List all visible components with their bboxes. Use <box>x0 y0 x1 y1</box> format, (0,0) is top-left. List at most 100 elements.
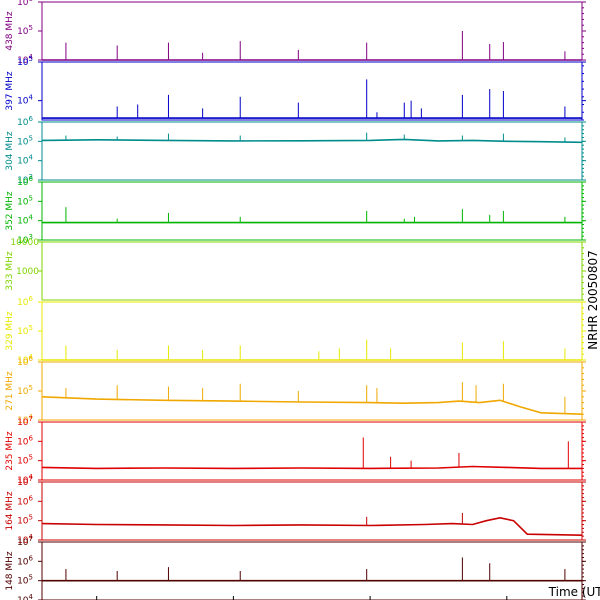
y-tick-exp: 5 <box>29 134 33 142</box>
y-tick-label: 104 <box>17 53 33 66</box>
y-tick-exp: 4 <box>29 353 34 361</box>
y-tick-base: 10 <box>17 97 29 107</box>
x-axis: 09111315 <box>96 596 508 600</box>
panel-frame <box>41 61 583 121</box>
y-tick-label: 106 <box>17 434 33 447</box>
y-tick-label: 107 <box>17 535 33 548</box>
frequency-label: 438 MHz <box>5 11 15 51</box>
panel-frame <box>41 1 583 61</box>
y-tick-base: 10 <box>17 416 29 426</box>
y-tick-exp: 5 <box>29 384 33 392</box>
y-tick-exp: 4 <box>29 94 34 102</box>
y-tick-label: 106 <box>17 115 33 128</box>
y-tick-exp: 7 <box>29 535 33 543</box>
y-tick-label: 105 <box>17 55 33 68</box>
y-tick-base: 10 <box>17 577 29 587</box>
y-tick-base: 10 <box>17 137 29 147</box>
y-tick-exp: 5 <box>29 194 33 202</box>
y-tick-base: 10 <box>17 557 29 567</box>
frequency-label: 304 MHz <box>5 131 15 171</box>
y-tick-exp: 6 <box>29 434 34 442</box>
panel-9: 104105106107148 MHz <box>5 535 586 600</box>
y-tick-base: 10 <box>17 327 29 337</box>
y-tick-base: 10 <box>17 0 29 8</box>
panel-frame <box>41 121 583 181</box>
y-tick-exp: 5 <box>29 514 33 522</box>
y-tick-exp: 4 <box>29 214 34 222</box>
y-tick-base: 10 <box>17 478 29 488</box>
y-tick-label: 104 <box>17 154 33 167</box>
y-tick-exp: 6 <box>29 494 34 502</box>
y-tick-exp: 4 <box>29 53 34 61</box>
y-tick-exp: 6 <box>29 295 34 303</box>
y-tick-base: 10 <box>17 176 29 186</box>
y-tick-exp: 5 <box>29 324 33 332</box>
y-tick-label: 104 <box>17 473 33 486</box>
y-tick-label: 106 <box>17 554 33 567</box>
panel-frame <box>41 421 583 481</box>
y-tick-base: 10 <box>17 358 29 368</box>
panel-frame <box>41 241 583 301</box>
y-tick-base: 10 <box>17 437 29 447</box>
y-tick-base: 10 <box>17 236 29 246</box>
y-tick-label: 10000 <box>10 238 39 248</box>
x-axis-label: Time (UT) <box>548 585 600 599</box>
y-tick-label: 105 <box>17 134 33 147</box>
y-tick-exp: 4 <box>29 533 34 541</box>
panel-frame <box>41 301 583 361</box>
y-tick-label: 1000 <box>16 267 39 277</box>
panel-frame <box>41 541 583 600</box>
panel-0: 104105106438 MHz <box>5 0 586 66</box>
series-line <box>41 396 583 415</box>
y-tick-label: 104 <box>17 593 33 600</box>
y-tick-exp: 7 <box>29 475 33 483</box>
y-tick-label: 105 <box>17 384 33 397</box>
frequency-label: 333 MHz <box>5 251 15 291</box>
y-tick-base: 10 <box>17 536 29 546</box>
y-tick-exp: 5 <box>29 24 33 32</box>
y-tick-base: 10 <box>17 298 29 308</box>
y-tick-label: 106 <box>17 494 33 507</box>
y-tick-label: 107 <box>17 415 33 428</box>
chart-title: NRHR 20050807 <box>586 250 600 350</box>
y-tick-label: 107 <box>17 475 33 488</box>
y-tick-base: 10 <box>17 356 29 366</box>
series-line <box>41 138 583 144</box>
y-tick-base: 10 <box>17 118 29 128</box>
y-tick-label: 105 <box>17 324 33 337</box>
y-tick-exp: 7 <box>29 415 33 423</box>
y-tick-base: 10 <box>17 538 29 548</box>
y-tick-label: 105 <box>17 574 33 587</box>
y-tick-base: 10 <box>17 387 29 397</box>
y-tick-exp: 5 <box>29 55 33 63</box>
y-tick-base: 10 <box>17 517 29 527</box>
y-tick-label: 104 <box>17 214 33 227</box>
panel-4: 1000 10000 333 MHz <box>5 238 586 301</box>
y-tick-base: 10 <box>17 27 29 37</box>
y-tick-label: 106 <box>17 175 33 188</box>
y-tick-base: 10 <box>17 418 29 428</box>
panel-frame <box>41 361 583 421</box>
frequency-label: 271 MHz <box>5 371 15 411</box>
y-tick-label: 105 <box>17 454 33 467</box>
y-tick-base: 10 <box>17 197 29 207</box>
y-tick-label: 106 <box>17 355 33 368</box>
y-tick-base: 10 <box>17 497 29 507</box>
y-tick-base: 10 <box>17 56 29 66</box>
frequency-label: 329 MHz <box>5 311 15 351</box>
y-tick-exp: 6 <box>29 554 34 562</box>
y-tick-label: 105 <box>17 24 33 37</box>
y-tick-base: 10 <box>17 476 29 486</box>
y-tick-exp: 3 <box>29 173 33 181</box>
y-tick-label: 106 <box>17 295 33 308</box>
y-tick-exp: 4 <box>29 413 34 421</box>
y-tick-base: 10 <box>17 596 29 600</box>
